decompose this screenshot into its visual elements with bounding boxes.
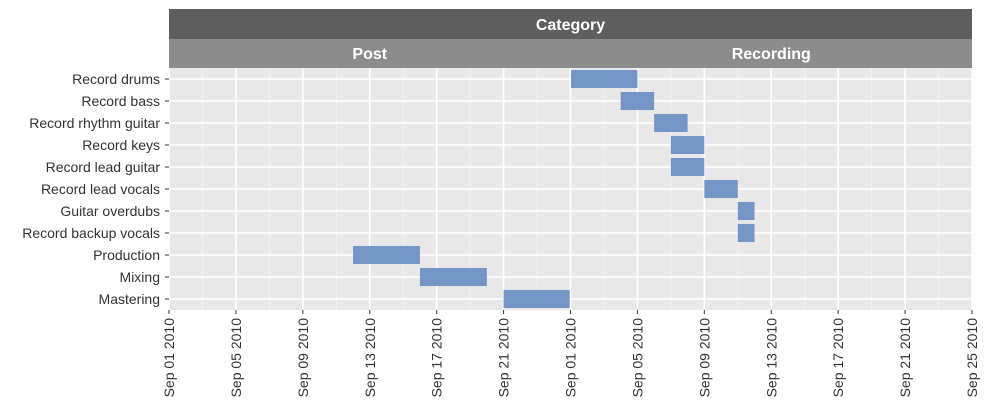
bar-record-keys [670, 135, 705, 155]
task-labels: Record drums Record bass Record rhythm gui… [22, 71, 169, 307]
x-tick-label-post: Sep 17 2010 [429, 318, 445, 398]
bar-guitar-overdubs [737, 201, 755, 221]
bar-record-lead-guitar [670, 157, 705, 177]
task-label: Mixing [120, 269, 160, 285]
task-label: Record drums [72, 71, 160, 87]
task-label: Record keys [82, 137, 160, 153]
facet-title: Category [536, 17, 605, 34]
strip-recording [570, 39, 972, 68]
x-tick-label-recording: Sep 01 2010 [563, 318, 579, 398]
bar-record-bass [620, 91, 655, 111]
x-tick-label-post: Sep 21 2010 [496, 318, 512, 398]
bar-mastering [503, 289, 571, 309]
strip-post [169, 39, 571, 68]
x-tick-label-post: Sep 01 2010 [161, 318, 177, 398]
facet-title-strip [169, 9, 972, 39]
task-label: Guitar overdubs [60, 203, 160, 219]
bar-record-rhythm-guitar [654, 113, 688, 133]
x-tick-label-recording: Sep 09 2010 [696, 318, 712, 398]
x-tick-label-post: Sep 05 2010 [228, 318, 244, 398]
x-tick-label-post: Sep 13 2010 [362, 318, 378, 398]
x-tick-label-recording: Sep 21 2010 [897, 318, 913, 398]
task-label: Production [93, 247, 160, 263]
x-tick-label-recording: Sep 13 2010 [763, 318, 779, 398]
task-label: Record rhythm guitar [29, 115, 160, 131]
bar-mixing [419, 267, 487, 287]
task-label: Record lead guitar [46, 159, 161, 175]
task-label: Mastering [99, 291, 160, 307]
strip-label-post: Post [352, 46, 387, 63]
strip-label-recording: Recording [732, 46, 811, 63]
task-label: Record bass [81, 93, 160, 109]
bar-record-backup-vocals [737, 223, 755, 243]
x-tick-label-recording: Sep 05 2010 [629, 318, 645, 398]
x-tick-label-recording: Sep 25 2010 [964, 318, 980, 398]
task-label: Record backup vocals [22, 225, 160, 241]
x-tick-label-recording: Sep 17 2010 [830, 318, 846, 398]
bar-record-lead-vocals [704, 179, 738, 199]
bar-production [353, 245, 420, 265]
x-tick-label-post: Sep 09 2010 [295, 318, 311, 398]
panels: Post Sep 01 2010 Sep 05 2010 Sep 09 2010 Sep… [161, 39, 980, 397]
task-label: Record lead vocals [41, 181, 160, 197]
bar-record-drums [570, 69, 638, 89]
